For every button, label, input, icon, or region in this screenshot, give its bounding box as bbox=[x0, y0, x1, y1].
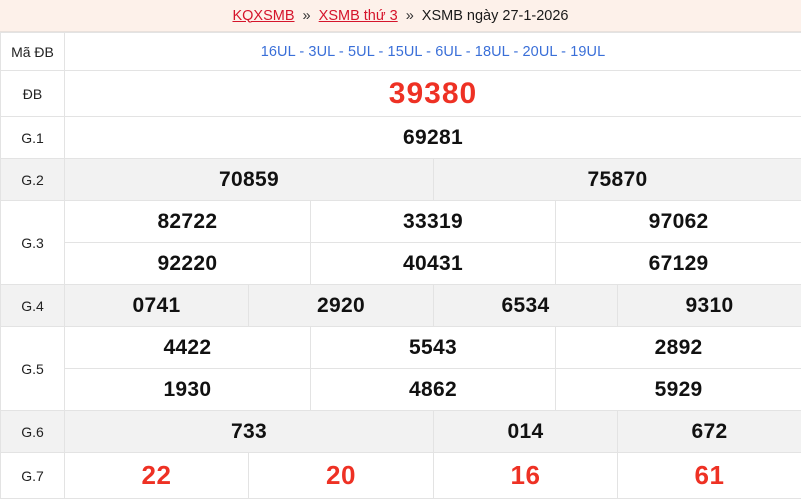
prize-value-db: 39380 bbox=[64, 70, 801, 117]
row-label-g5: G.5 bbox=[0, 326, 65, 411]
table-row-g4: G.4 0741 2920 6534 9310 bbox=[0, 284, 801, 327]
row-label-g2: G.2 bbox=[0, 158, 65, 201]
prize-value-g5-4: 1930 bbox=[65, 368, 311, 410]
table-row: 4422 5543 2892 bbox=[65, 327, 801, 369]
prize-value-g6-3: 672 bbox=[617, 410, 801, 453]
prize-subgrid-g3: 82722 33319 97062 92220 40431 67129 bbox=[65, 201, 801, 284]
prize-grid-g3: 82722 33319 97062 92220 40431 67129 bbox=[64, 200, 801, 285]
table-row-g2: G.2 70859 75870 bbox=[0, 158, 801, 201]
prize-value-g3-3: 97062 bbox=[555, 201, 801, 243]
prize-value-g1-1: 69281 bbox=[64, 116, 801, 159]
prize-value-ma-db: 16UL - 3UL - 5UL - 15UL - 6UL - 18UL - 2… bbox=[64, 32, 801, 71]
row-label-g6: G.6 bbox=[0, 410, 65, 453]
breadcrumb: KQXSMB » XSMB thứ 3 » XSMB ngày 27-1-202… bbox=[0, 0, 801, 32]
prize-value-g4-3: 6534 bbox=[433, 284, 618, 327]
table-row: 1930 4862 5929 bbox=[65, 368, 801, 410]
table-row-g5: G.5 4422 5543 2892 1930 4862 bbox=[0, 326, 801, 411]
prize-value-g6-1: 733 bbox=[64, 410, 434, 453]
breadcrumb-link-xsmb-thu-3[interactable]: XSMB thứ 3 bbox=[318, 7, 398, 24]
prize-value-g3-5: 40431 bbox=[309, 242, 557, 284]
row-label-ma-db: Mã ĐB bbox=[0, 32, 65, 71]
row-label-g4: G.4 bbox=[0, 284, 65, 327]
prize-value-g5-3: 2892 bbox=[555, 327, 801, 369]
table-row-g6: G.6 733 014 672 bbox=[0, 410, 801, 453]
prize-value-g4-1: 0741 bbox=[64, 284, 249, 327]
table-row-g1: G.1 69281 bbox=[0, 116, 801, 159]
prize-value-g3-6: 67129 bbox=[555, 242, 801, 284]
prize-subgrid-g5: 4422 5543 2892 1930 4862 5929 bbox=[65, 327, 801, 410]
breadcrumb-current-page: XSMB ngày 27-1-2026 bbox=[421, 7, 569, 24]
prize-value-g2-2: 75870 bbox=[433, 158, 801, 201]
prize-grid-g5: 4422 5543 2892 1930 4862 5929 bbox=[64, 326, 801, 411]
breadcrumb-separator-2: » bbox=[401, 7, 418, 24]
prize-value-g4-4: 9310 bbox=[617, 284, 801, 327]
lottery-results-table: Mã ĐB 16UL - 3UL - 5UL - 15UL - 6UL - 18… bbox=[0, 32, 801, 499]
prize-value-g7-3: 16 bbox=[433, 452, 618, 499]
prize-value-g3-2: 33319 bbox=[309, 201, 557, 243]
prize-value-g7-2: 20 bbox=[248, 452, 434, 499]
prize-value-g5-6: 5929 bbox=[555, 368, 801, 410]
table-row-ma-db: Mã ĐB 16UL - 3UL - 5UL - 15UL - 6UL - 18… bbox=[0, 32, 801, 71]
prize-value-g2-1: 70859 bbox=[64, 158, 434, 201]
breadcrumb-link-kqxsmb[interactable]: KQXSMB bbox=[232, 7, 295, 24]
prize-value-g5-2: 5543 bbox=[309, 327, 557, 369]
table-row-db: ĐB 39380 bbox=[0, 70, 801, 117]
row-label-db: ĐB bbox=[0, 70, 65, 117]
row-label-g1: G.1 bbox=[0, 116, 65, 159]
prize-value-g3-4: 92220 bbox=[65, 242, 311, 284]
row-label-g7: G.7 bbox=[0, 452, 65, 499]
prize-value-g5-1: 4422 bbox=[65, 327, 311, 369]
table-row-g7: G.7 22 20 16 61 bbox=[0, 452, 801, 499]
table-row: 82722 33319 97062 bbox=[65, 201, 801, 243]
prize-value-g7-1: 22 bbox=[64, 452, 249, 499]
prize-value-g5-5: 4862 bbox=[309, 368, 557, 410]
table-row: 92220 40431 67129 bbox=[65, 242, 801, 284]
breadcrumb-separator-1: » bbox=[298, 7, 315, 24]
row-label-g3: G.3 bbox=[0, 200, 65, 285]
table-row-g3: G.3 82722 33319 97062 92220 40431 bbox=[0, 200, 801, 285]
prize-value-g6-2: 014 bbox=[433, 410, 618, 453]
prize-value-g3-1: 82722 bbox=[65, 201, 311, 243]
prize-value-g7-4: 61 bbox=[617, 452, 801, 499]
prize-value-g4-2: 2920 bbox=[248, 284, 434, 327]
